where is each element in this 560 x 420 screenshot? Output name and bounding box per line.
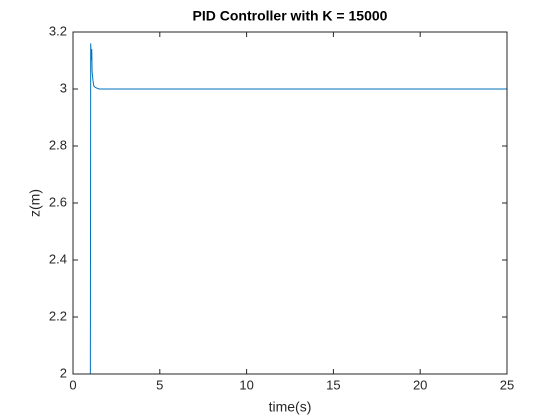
y-tick-label: 2.6 bbox=[49, 194, 67, 209]
y-tick-label: 2.4 bbox=[49, 251, 67, 266]
x-tick-label: 20 bbox=[413, 377, 427, 392]
x-tick-label: 5 bbox=[156, 377, 163, 392]
y-tick-label: 3.2 bbox=[49, 23, 67, 38]
x-tick-label: 10 bbox=[239, 377, 253, 392]
chart-title: PID Controller with K = 15000 bbox=[193, 8, 388, 24]
y-tick-label: 2 bbox=[60, 365, 67, 380]
x-axis-label: time(s) bbox=[269, 399, 312, 415]
y-tick-label: 3 bbox=[60, 80, 67, 95]
y-tick-label: 2.2 bbox=[49, 308, 67, 323]
x-tick-label: 0 bbox=[69, 377, 76, 392]
y-tick-label: 2.8 bbox=[49, 137, 67, 152]
y-axis-label: z(m) bbox=[27, 189, 43, 217]
x-tick-label: 25 bbox=[500, 377, 514, 392]
x-tick-label: 15 bbox=[326, 377, 340, 392]
data-line bbox=[73, 43, 507, 375]
axes-box bbox=[72, 31, 508, 375]
